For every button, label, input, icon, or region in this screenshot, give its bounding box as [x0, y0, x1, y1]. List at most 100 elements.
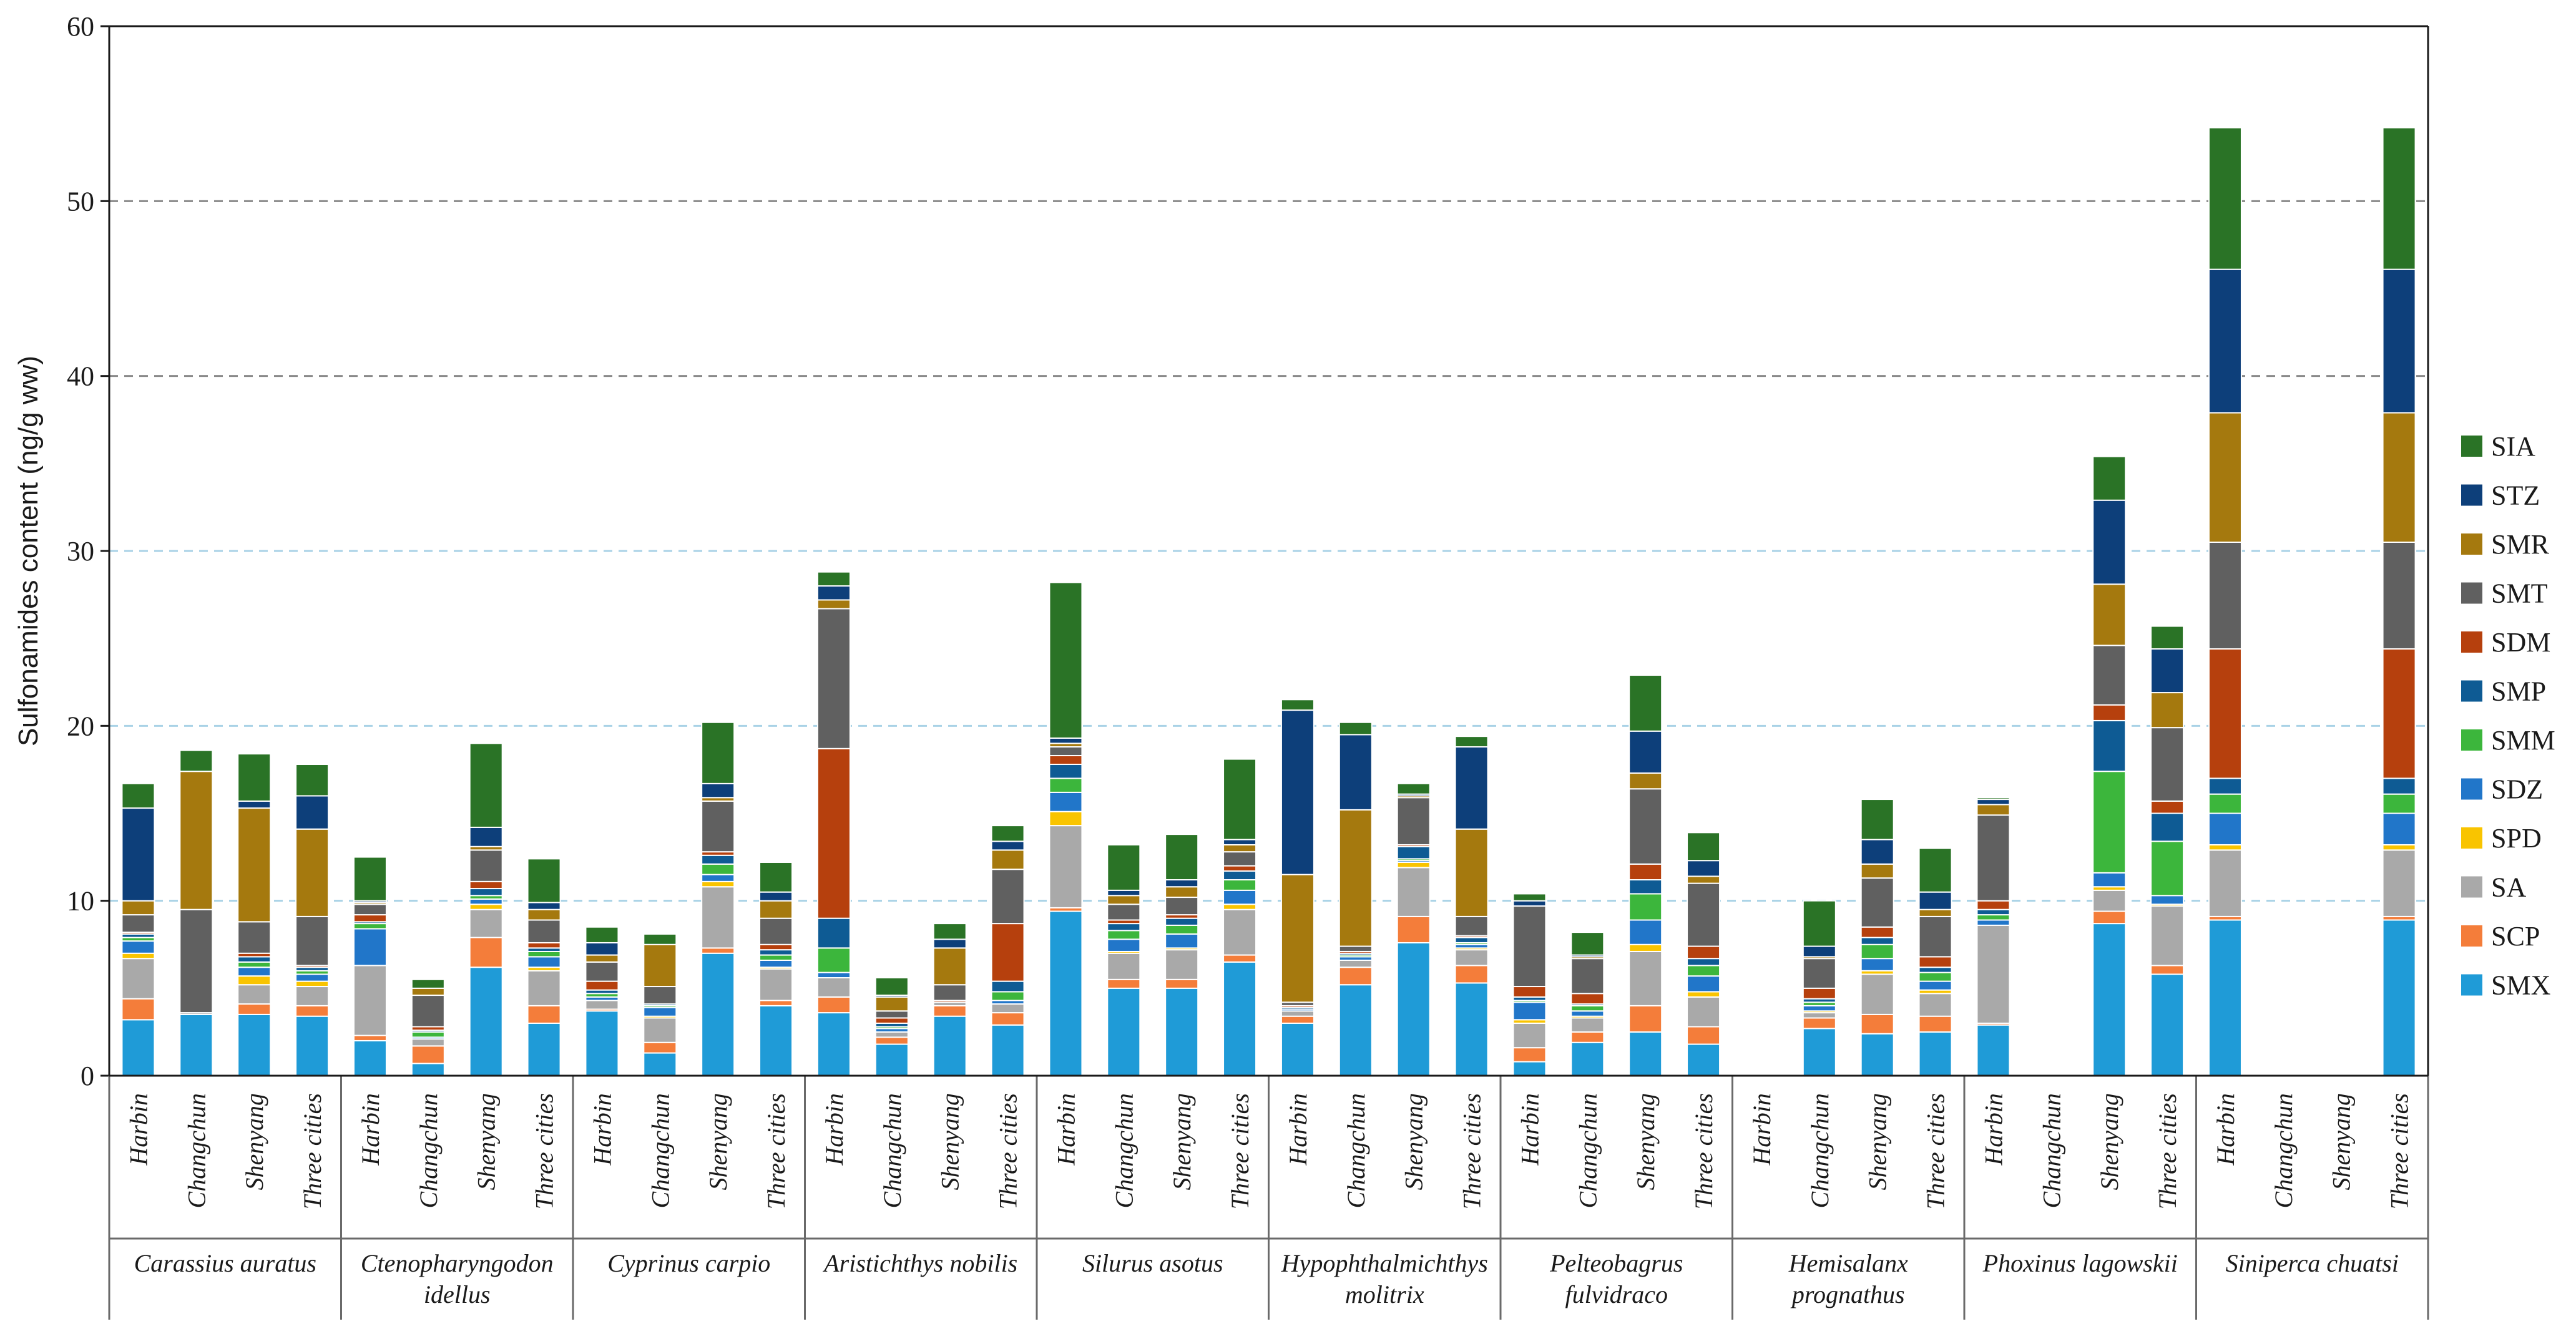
bar-segment-sa: [1570, 1017, 1605, 1033]
bar-segment-scp: [874, 1036, 909, 1045]
bar-segment-smx: [2092, 923, 2127, 1076]
bar-segment-smr: [121, 900, 155, 916]
y-tick-label-50: 50: [67, 186, 94, 217]
bar-segment-sa: [1338, 959, 1373, 968]
bar-segment-scp: [1165, 978, 1199, 989]
bar-segment-smm: [1107, 930, 1141, 940]
bar-segment-smx: [2382, 919, 2416, 1076]
bar-segment-spd: [1628, 943, 1663, 952]
bar-segment-stz: [237, 800, 272, 809]
bar-segment-scp: [527, 1005, 561, 1024]
species-label: fulvidraco: [1565, 1280, 1668, 1308]
legend-label-spd: SPD: [2491, 823, 2542, 854]
bar-segment-scp: [816, 996, 851, 1014]
bar-segment-stz: [1338, 734, 1373, 811]
bar-segment-sia: [2092, 455, 2127, 501]
bar-segment-sia: [1454, 736, 1489, 747]
bar-segment-stz: [1802, 945, 1836, 958]
bar-segment-smx: [121, 1019, 155, 1076]
bar-segment-smr: [1687, 875, 1721, 884]
bar-segment-sia: [2208, 127, 2242, 270]
bar-segment-smx: [643, 1052, 677, 1076]
species-label: Phoxinus lagowskii: [1982, 1249, 2178, 1277]
x-city-label: Changchun: [646, 1093, 674, 1208]
bar-segment-sia: [1687, 832, 1721, 862]
bar-segment-smm: [1976, 914, 2010, 921]
bar-segment-smt: [237, 921, 272, 954]
bar-segment-smp: [1860, 937, 1894, 945]
legend-swatch-smp: [2461, 680, 2482, 702]
bar-segment-sdm: [816, 747, 851, 919]
bar-segment-sdm: [2150, 800, 2185, 814]
legend-swatch-smm: [2461, 729, 2482, 751]
bar-segment-sa: [1976, 924, 2010, 1024]
x-city-label: Changchun: [2270, 1093, 2298, 1208]
bar-segment-smr: [1976, 804, 2010, 816]
x-city-label: Harbin: [1052, 1093, 1080, 1166]
bar-segment-smm: [527, 950, 561, 958]
bar-segment-sia: [1802, 900, 1836, 947]
legend-label-smm: SMM: [2491, 725, 2555, 756]
bar-segment-smm: [701, 863, 735, 875]
bar-segment-sdz: [295, 973, 330, 982]
bar-segment-sa: [1687, 996, 1721, 1028]
bar-segment-sia: [411, 978, 445, 989]
bar-segment-smx: [1512, 1061, 1547, 1077]
bar-segment-sdz: [1049, 791, 1083, 812]
species-label: Hypophthalmichthys: [1281, 1249, 1488, 1277]
legend-label-smr: SMR: [2491, 529, 2550, 560]
bar-segment-sdz: [2208, 812, 2242, 845]
bar-segment-scp: [1860, 1013, 1894, 1035]
bar-segment-sia: [1570, 932, 1605, 956]
bar-segment-smm: [411, 1031, 445, 1038]
legend-label-smx: SMX: [2491, 970, 2550, 1001]
x-city-label: Three cities: [1458, 1093, 1486, 1209]
bar-segment-smx: [2208, 919, 2242, 1076]
bar-segment-smp: [1165, 917, 1199, 926]
bar-segment-smt: [1628, 788, 1663, 865]
bar-segment-smx: [1802, 1028, 1836, 1077]
bar-segment-smm: [2382, 793, 2416, 814]
bar-segment-sdm: [1976, 900, 2010, 910]
bar-segment-sia: [1976, 797, 2010, 801]
bar-segment-sia: [585, 926, 619, 943]
bar-segment-stz: [295, 795, 330, 830]
bar-segment-scp: [1223, 954, 1257, 963]
x-city-label: Shenyang: [704, 1093, 732, 1191]
bar-segment-smr: [1860, 863, 1894, 879]
bar-segment-scp: [353, 1035, 387, 1041]
legend-swatch-sdm: [2461, 631, 2482, 653]
bar-segment-smt: [991, 869, 1025, 925]
bar-segment-sa: [353, 965, 387, 1036]
bar-segment-smt: [701, 800, 735, 853]
x-city-label: Changchun: [1110, 1093, 1138, 1208]
x-city-label: Shenyang: [1864, 1093, 1892, 1191]
bar-segment-sia: [1049, 582, 1083, 739]
bar-segment-stz: [469, 826, 503, 847]
bar-segment-smt: [1338, 945, 1373, 952]
bar-segment-sa: [759, 968, 793, 1001]
bar-segment-sia: [816, 571, 851, 587]
bar-segment-scp: [1570, 1031, 1605, 1043]
species-label: Cyprinus carpio: [607, 1249, 770, 1277]
bar-segment-sdz: [1976, 919, 2010, 926]
bar-segment-stz: [1165, 879, 1199, 888]
bar-segment-sa: [816, 977, 851, 998]
bar-segment-smp: [759, 949, 793, 956]
bar-segment-smr: [411, 987, 445, 996]
bar-segment-sa: [585, 1000, 619, 1010]
bar-segment-smm: [1918, 971, 1952, 982]
legend-label-stz: STZ: [2491, 480, 2540, 511]
bar-segment-scp: [2092, 910, 2127, 925]
bar-segment-sia: [1918, 847, 1952, 893]
bar-segment-smt: [2208, 541, 2242, 650]
species-label: Carassius auratus: [134, 1249, 316, 1277]
x-city-label: Shenyang: [936, 1093, 964, 1191]
bar-segment-sia: [237, 753, 272, 802]
bar-segment-sdm: [991, 923, 1025, 982]
bar-segment-smr: [2150, 692, 2185, 729]
bar-segment-sdm: [585, 980, 619, 991]
bar-segment-sa: [1223, 908, 1257, 956]
bar-segment-smp: [1049, 764, 1083, 779]
x-city-label: Harbin: [1516, 1093, 1544, 1166]
